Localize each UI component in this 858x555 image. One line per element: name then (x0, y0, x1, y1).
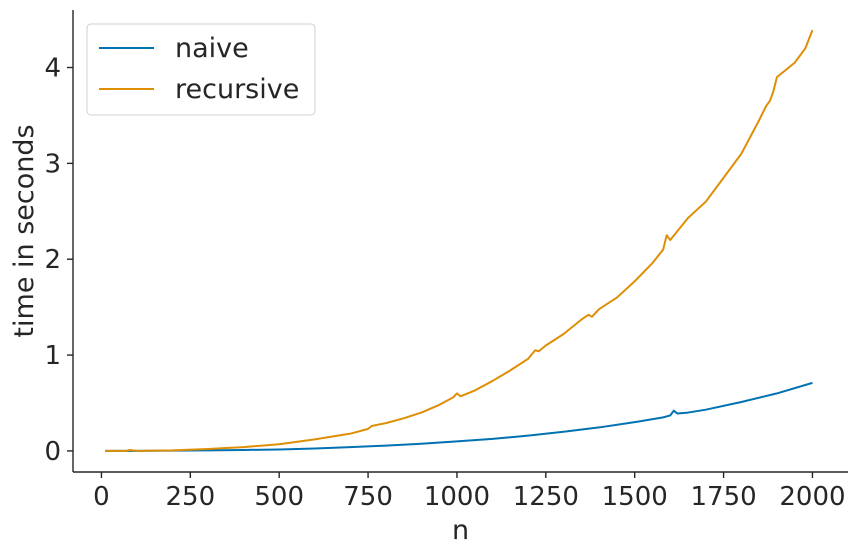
x-tick-label: 500 (254, 482, 304, 512)
legend-label-recursive: recursive (175, 74, 299, 105)
x-axis-label: n (452, 515, 469, 546)
y-tick-label: 1 (44, 341, 61, 371)
x-tick-label: 0 (93, 482, 110, 512)
y-tick-label: 2 (44, 245, 61, 275)
y-tick-label: 0 (44, 437, 61, 467)
x-tick-label: 750 (343, 482, 393, 512)
x-tick-label: 1000 (424, 482, 490, 512)
series-line-naive (105, 381, 813, 452)
y-tick-label: 3 (44, 149, 61, 179)
x-tick-label: 250 (165, 482, 215, 512)
y-tick-label: 4 (44, 54, 61, 84)
series-lines (105, 29, 814, 452)
legend-label-naive: naive (175, 33, 249, 64)
x-tick-label: 1500 (602, 482, 668, 512)
legend-box (86, 23, 316, 116)
y-ticks: 0 1 2 3 4 (44, 54, 73, 467)
x-tick-label: 2000 (779, 482, 845, 512)
x-tick-label: 1750 (690, 482, 756, 512)
x-ticks: 0 250 500 750 1000 1250 1500 1750 2000 (93, 472, 846, 512)
x-tick-label: 1250 (513, 482, 579, 512)
y-axis-label: time in seconds (9, 124, 40, 337)
legend: naive recursive (86, 23, 316, 116)
series-line-recursive (105, 29, 814, 452)
axes (72, 10, 848, 473)
